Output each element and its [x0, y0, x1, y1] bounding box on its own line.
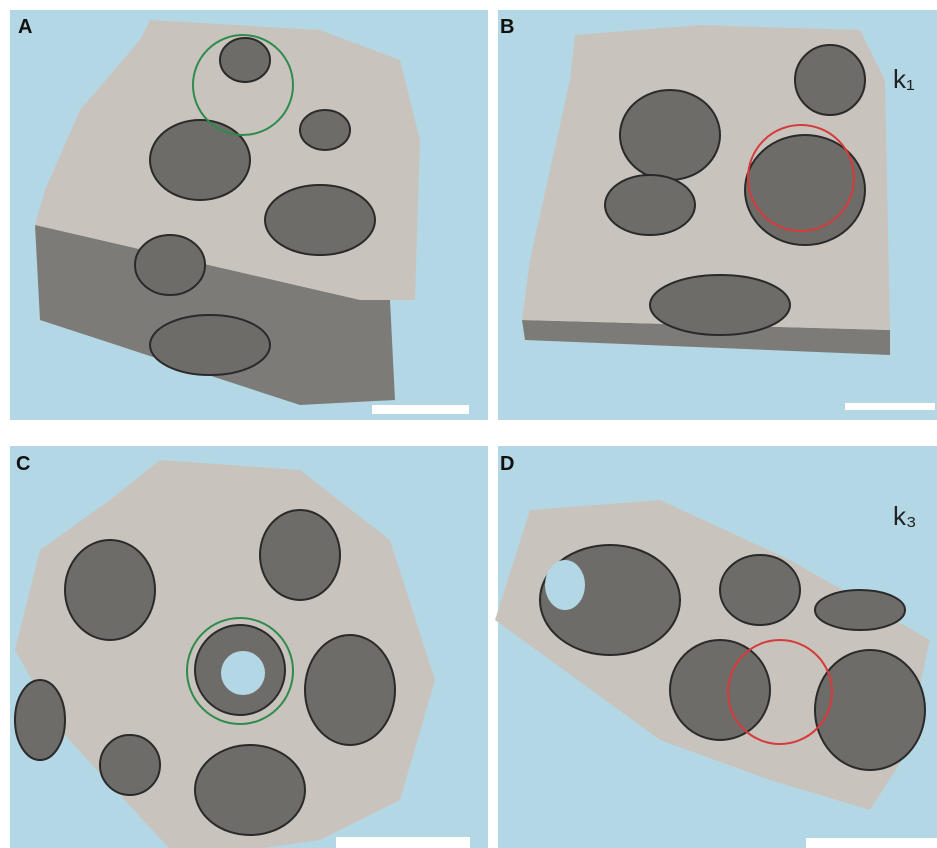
pore — [620, 90, 720, 180]
scale-bar — [806, 838, 937, 848]
pore-hole — [545, 560, 585, 610]
pore — [795, 45, 865, 115]
row-label: k₃ — [893, 501, 917, 531]
scale-bar — [336, 837, 470, 848]
pore — [150, 315, 270, 375]
pore — [605, 175, 695, 235]
pore — [220, 38, 270, 82]
pore — [265, 185, 375, 255]
pore-hole — [221, 651, 265, 695]
pore — [305, 635, 395, 745]
pore — [670, 640, 770, 740]
pore — [720, 555, 800, 625]
row-label: k₁ — [893, 64, 915, 94]
pore — [650, 275, 790, 335]
pore — [815, 590, 905, 630]
pore — [300, 110, 350, 150]
pore — [135, 235, 205, 295]
pore — [150, 120, 250, 200]
pore — [15, 680, 65, 760]
pore — [100, 735, 160, 795]
pore — [815, 650, 925, 770]
panel-label: C — [16, 453, 30, 475]
scale-bar — [372, 405, 469, 414]
pore — [260, 510, 340, 600]
panel-label: D — [500, 453, 514, 475]
pore — [195, 745, 305, 835]
panel-label: A — [18, 16, 32, 38]
scale-bar — [845, 403, 935, 410]
panel-label: B — [500, 16, 514, 38]
figure: A B C D k₁ k₃ — [0, 0, 937, 848]
pore — [65, 540, 155, 640]
